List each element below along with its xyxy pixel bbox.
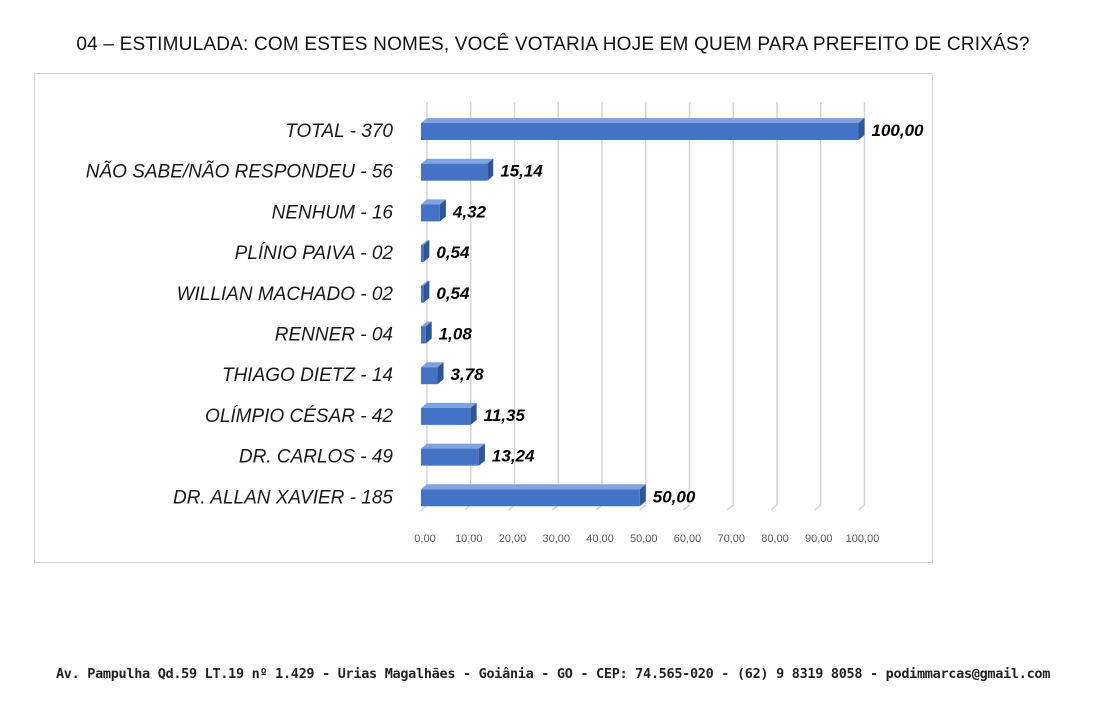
data-label: 100,00 [872, 121, 925, 140]
bar-side-face [425, 321, 432, 344]
bar-top-face [421, 362, 444, 368]
bar [421, 118, 865, 140]
x-tick-label: 90,00 [805, 533, 833, 545]
x-tick-label: 50,00 [630, 533, 658, 545]
gridline [639, 102, 647, 511]
bar-front-face [421, 448, 479, 466]
bar-top-face [421, 321, 432, 327]
bar [421, 402, 477, 425]
data-label: 15,14 [500, 162, 543, 181]
bar-side-face [478, 443, 485, 466]
bar-top-face [421, 158, 494, 164]
bar-chart: 0,00 10,00 20,00 30,00 40,00 50,00 60,00 70,00 8… [86, 102, 924, 545]
gridline [595, 102, 603, 511]
x-tick-label: 40,00 [586, 533, 614, 545]
bar-side-face [470, 402, 477, 425]
bar-top-face [421, 199, 446, 205]
x-tick-label: 100,00 [846, 533, 880, 545]
bar [421, 158, 494, 181]
category-label: DR. ALLAN XAVIER - 185 [173, 487, 393, 508]
bar [421, 321, 432, 344]
data-label: 0,54 [436, 284, 470, 303]
bar [421, 362, 444, 385]
gridline [814, 102, 822, 511]
data-labels: 100,00 15,14 4,32 0,54 0,54 1,08 3,78 11,35 13,2… [436, 121, 924, 506]
bar-top-face [421, 240, 430, 246]
category-label: TOTAL - 370 [285, 121, 393, 142]
bar [421, 443, 485, 466]
gridline [858, 102, 866, 511]
data-label: 3,78 [451, 365, 485, 384]
gridline [551, 102, 559, 511]
x-tick-label: 0,00 [414, 533, 435, 545]
bar-front-face [421, 163, 488, 181]
bar [421, 280, 430, 303]
bar-side-face [437, 362, 444, 385]
x-tick-label: 60,00 [674, 533, 702, 545]
bar-side-face [423, 280, 430, 303]
bar-front-face [421, 285, 424, 303]
x-axis-ticks: 0,00 10,00 20,00 30,00 40,00 50,00 60,00 70,00 8… [414, 533, 879, 545]
footer-address: Av. Pampulha Qd.59 LT.19 nº 1.429 - Uria… [55, 666, 1051, 682]
bar [421, 484, 646, 507]
bar-front-face [421, 245, 424, 263]
bar-side-face [858, 118, 865, 140]
x-tick-label: 70,00 [717, 533, 745, 545]
bar-top-face [421, 443, 485, 449]
data-label: 50,00 [653, 487, 696, 506]
gridline [726, 102, 734, 511]
data-label: 11,35 [484, 406, 526, 425]
category-label: DR. CARLOS - 49 [239, 447, 394, 468]
bar [421, 199, 446, 222]
bar-front-face [421, 326, 426, 344]
gridline [683, 102, 691, 511]
category-label: OLÍMPIO CÉSAR - 42 [205, 406, 393, 427]
bar-front-face [421, 204, 440, 222]
x-tick-label: 30,00 [542, 533, 570, 545]
chart-area: 0,00 10,00 20,00 30,00 40,00 50,00 60,00 70,00 8… [34, 73, 933, 563]
bar-side-face [639, 484, 646, 507]
bar-side-face [423, 240, 430, 263]
category-label: WILLIAN MACHADO - 02 [177, 284, 394, 305]
category-label: NENHUM - 16 [272, 202, 394, 223]
bar-side-face [439, 199, 446, 222]
bar-top-face [421, 484, 646, 490]
bars [421, 118, 865, 507]
bar-front-face [421, 489, 640, 507]
x-tick-label: 10,00 [455, 533, 483, 545]
bar-side-face [487, 158, 494, 181]
category-label: PLÍNIO PAIVA - 02 [235, 243, 394, 264]
bar-front-face [421, 407, 471, 425]
x-tick-label: 80,00 [761, 533, 789, 545]
bar-front-face [421, 123, 859, 140]
category-label: NÃO SABE/NÃO RESPONDEU - 56 [86, 161, 394, 183]
data-label: 0,54 [436, 243, 470, 262]
bar-top-face [421, 280, 430, 286]
data-label: 13,24 [492, 447, 535, 466]
category-label: RENNER - 04 [275, 325, 393, 346]
bar [421, 240, 430, 263]
x-tick-label: 20,00 [499, 533, 527, 545]
category-labels: TOTAL - 370 NÃO SABE/NÃO RESPONDEU - 56 NE… [86, 121, 394, 508]
bar-top-face [421, 402, 477, 408]
bar-top-face [421, 118, 865, 123]
data-label: 1,08 [439, 325, 473, 344]
category-label: THIAGO DIETZ - 14 [222, 365, 393, 386]
bar-front-face [421, 367, 438, 385]
chart-title: 04 – ESTIMULADA: COM ESTES NOMES, VOCÊ V… [76, 34, 1030, 55]
gridline [770, 102, 778, 511]
data-label: 4,32 [452, 202, 487, 221]
